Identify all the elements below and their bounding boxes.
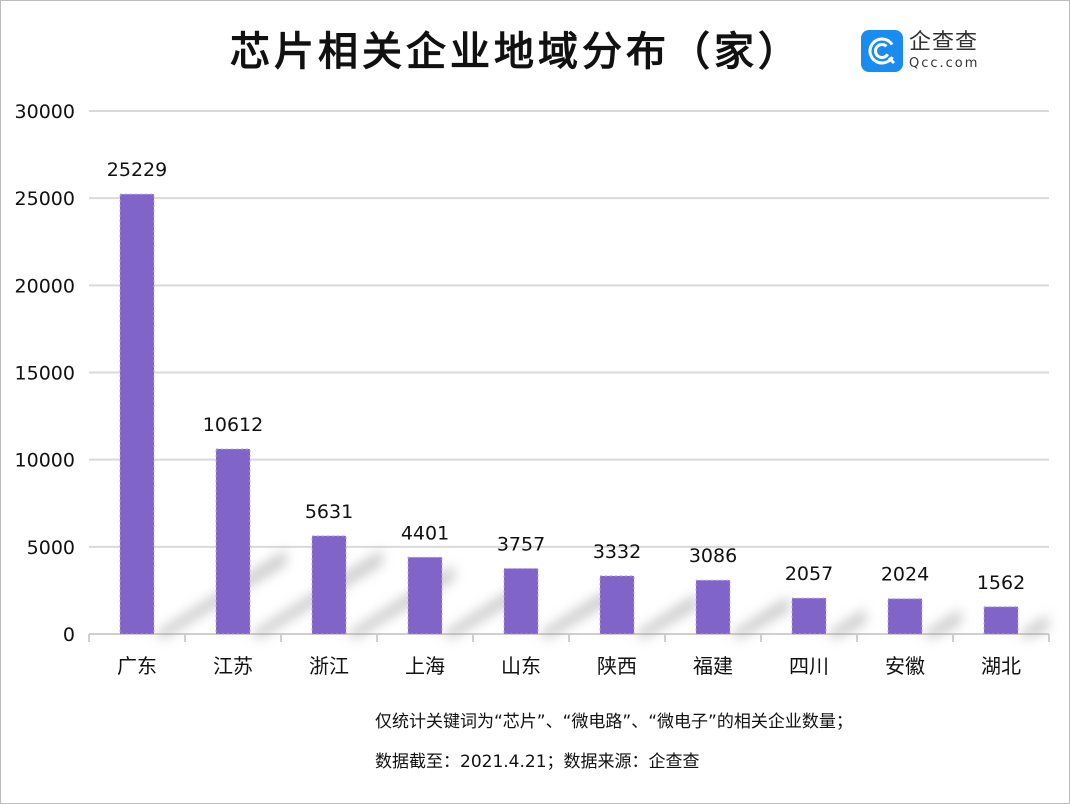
qcc-logo: 企查查 Qcc.com — [861, 30, 979, 72]
bar-shadow — [1018, 614, 1048, 638]
bar-shadow — [826, 608, 866, 638]
bar-浙江 — [311, 535, 347, 635]
y-tick-label: 5000 — [27, 537, 75, 559]
x-tick-label: 山东 — [501, 654, 541, 678]
x-tick-label: 上海 — [405, 654, 445, 678]
bar-福建 — [695, 579, 731, 635]
data-label: 1562 — [977, 572, 1025, 594]
bar-shadow — [634, 593, 698, 638]
data-label: 10612 — [203, 414, 263, 436]
x-tick-label: 安徽 — [885, 654, 925, 678]
bar-shadow — [922, 609, 961, 638]
data-label: 4401 — [401, 522, 449, 544]
bar-山东 — [503, 568, 539, 635]
y-tick-label: 0 — [63, 624, 75, 646]
logo-name-en: Qcc.com — [909, 56, 980, 71]
x-tick-label: 陕西 — [597, 654, 637, 678]
logo-name-cn: 企查查 — [909, 30, 979, 55]
data-label: 5631 — [305, 501, 353, 523]
data-label: 3332 — [593, 541, 641, 563]
bar-shadow — [538, 588, 611, 638]
y-tick-label: 30000 — [15, 101, 75, 123]
bar-江苏 — [215, 448, 251, 635]
bar-四川 — [791, 597, 827, 635]
data-label: 3757 — [497, 534, 545, 556]
data-label: 2057 — [785, 563, 833, 585]
chart-title-text: 芯片相关企业地域分布（家） — [230, 29, 802, 75]
y-tick-label: 20000 — [15, 275, 75, 297]
data-label: 2024 — [881, 564, 929, 586]
footnote-scope: 仅统计关键词为“芯片”、“微电路”、“微电子”的相关企业数量； — [375, 712, 853, 732]
bar-湖北 — [983, 606, 1019, 635]
qcc-logo-icon — [861, 30, 903, 72]
bar-广东 — [119, 193, 155, 635]
x-tick-label: 浙江 — [309, 654, 349, 678]
x-tick-label: 江苏 — [213, 654, 253, 678]
bar-shadow — [730, 596, 790, 638]
x-tick-label: 福建 — [693, 654, 733, 678]
bar-陕西 — [599, 575, 635, 635]
x-tick-label: 广东 — [117, 654, 157, 678]
data-label: 3086 — [689, 545, 737, 567]
x-tick-label: 四川 — [789, 654, 829, 678]
data-label: 25229 — [107, 159, 167, 181]
bar-上海 — [407, 556, 443, 635]
x-tick-label: 湖北 — [981, 654, 1021, 678]
y-tick-label: 15000 — [15, 363, 75, 385]
chart-title: 芯片相关企业地域分布（家） — [1, 19, 1069, 77]
y-tick-label: 25000 — [15, 188, 75, 210]
footnote-source: 数据截至：2021.4.21；数据来源：企查查 — [375, 752, 700, 772]
bar-安徽 — [887, 598, 923, 635]
y-tick-label: 10000 — [15, 450, 75, 472]
